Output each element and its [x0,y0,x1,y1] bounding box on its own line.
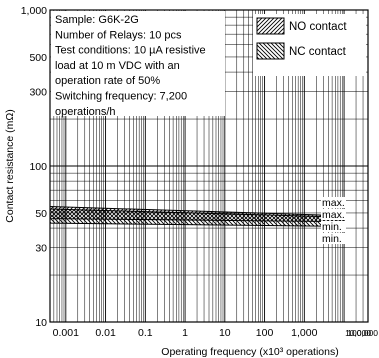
end-label: min. [322,233,342,245]
note-line: operations/h [55,106,116,118]
x-tick-label: 1 [182,327,188,339]
x-tick-label: 0.1 [138,327,153,339]
note-line: operation rate of 50% [55,75,160,87]
y-tick-label: 1,000 [21,5,47,17]
y-tick-label: 300 [29,87,47,99]
x-tick-label: 0.001 [53,327,79,339]
end-label-bg [321,209,346,220]
test-conditions-note: Sample: G6K-2G Number of Relays: 10 pcs Te… [51,11,225,118]
note-line: Sample: G6K-2G [55,14,139,26]
legend-swatch [256,17,285,35]
note-line: Number of Relays: 10 pcs [55,29,182,41]
y-tick-labels: 10 30 50 100 300 500 1,000 [21,5,47,329]
end-label-bg [321,221,346,232]
legend-label: NC contact [289,46,347,58]
x-tick-label: 0.01 [95,327,116,339]
y-axis-label: Contact resistance (mΩ) [4,109,16,222]
end-label: max. [322,209,345,221]
end-labels: max.max.min.min. [321,197,346,245]
y-tick-label: 10 [35,317,47,329]
x-tick-label: 10 [219,327,231,339]
plot-frame [49,9,369,323]
end-label: min. [322,221,342,233]
legend: NO contact NC contact [253,14,366,76]
x-axis-label: Operating frequency (x10³ operations) [161,346,338,358]
legend-swatch [256,42,285,60]
x-tick-label: 100 [256,327,274,339]
y-tick-label: 100 [29,161,47,173]
end-label-bg [321,197,346,208]
y-tick-label: 30 [35,243,47,255]
end-label-bg [321,233,346,244]
note-line: load at 10 m VDC with an [55,60,180,72]
note-line: Test conditions: 10 µA resistive [55,45,206,57]
note-line: Switching frequency: 7,200 [55,91,187,103]
x-tick-label: 100,000 [347,328,378,338]
x-tick-label: 1,000 [291,327,317,339]
end-label: max. [322,197,345,209]
y-tick-label: 500 [29,52,47,64]
y-tick-label: 50 [35,208,47,220]
x-tick-label: 10,000 [345,328,371,338]
legend-label: NO contact [289,21,347,33]
